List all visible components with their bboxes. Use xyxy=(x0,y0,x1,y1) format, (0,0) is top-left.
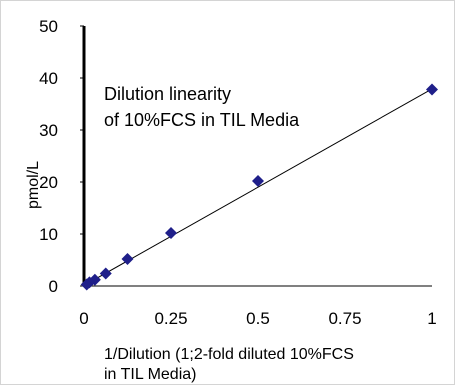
x-axis-title-line: 1/Dilution (1;2-fold diluted 10%FCS xyxy=(104,346,354,363)
data-point xyxy=(99,267,112,280)
y-tick-label: 30 xyxy=(39,121,58,140)
data-points xyxy=(80,83,438,291)
y-tick-label: 40 xyxy=(39,69,58,88)
chart-annotation-line: of 10%FCS in TIL Media xyxy=(104,110,300,130)
y-tick-label: 0 xyxy=(49,277,58,296)
plot-area xyxy=(80,25,432,287)
x-tick-label: 0.75 xyxy=(328,309,361,328)
x-tick-label: 1 xyxy=(427,309,436,328)
tick-labels: 0 10 20 30 40 50 0 0.25 0.5 0.75 1 xyxy=(39,17,437,328)
chart-annotation-line: Dilution linearity xyxy=(104,84,231,104)
data-point xyxy=(426,83,438,96)
y-axis-title: pmol/L xyxy=(25,161,42,209)
data-point xyxy=(252,174,264,187)
axis-titles: Dilution linearity of 10%FCS in TIL Media… xyxy=(25,84,354,383)
x-tick-label: 0.25 xyxy=(154,309,187,328)
y-tick-label: 10 xyxy=(39,225,58,244)
x-tick-label: 0.5 xyxy=(246,309,270,328)
x-axis-title-line: in TIL Media) xyxy=(104,366,196,383)
data-point xyxy=(165,226,177,239)
trendline xyxy=(83,88,433,286)
data-point xyxy=(121,252,134,265)
data-point xyxy=(80,278,93,291)
x-tick-label: 0 xyxy=(79,309,88,328)
y-tick-label: 50 xyxy=(39,17,58,36)
y-tick-label: 20 xyxy=(39,173,58,192)
